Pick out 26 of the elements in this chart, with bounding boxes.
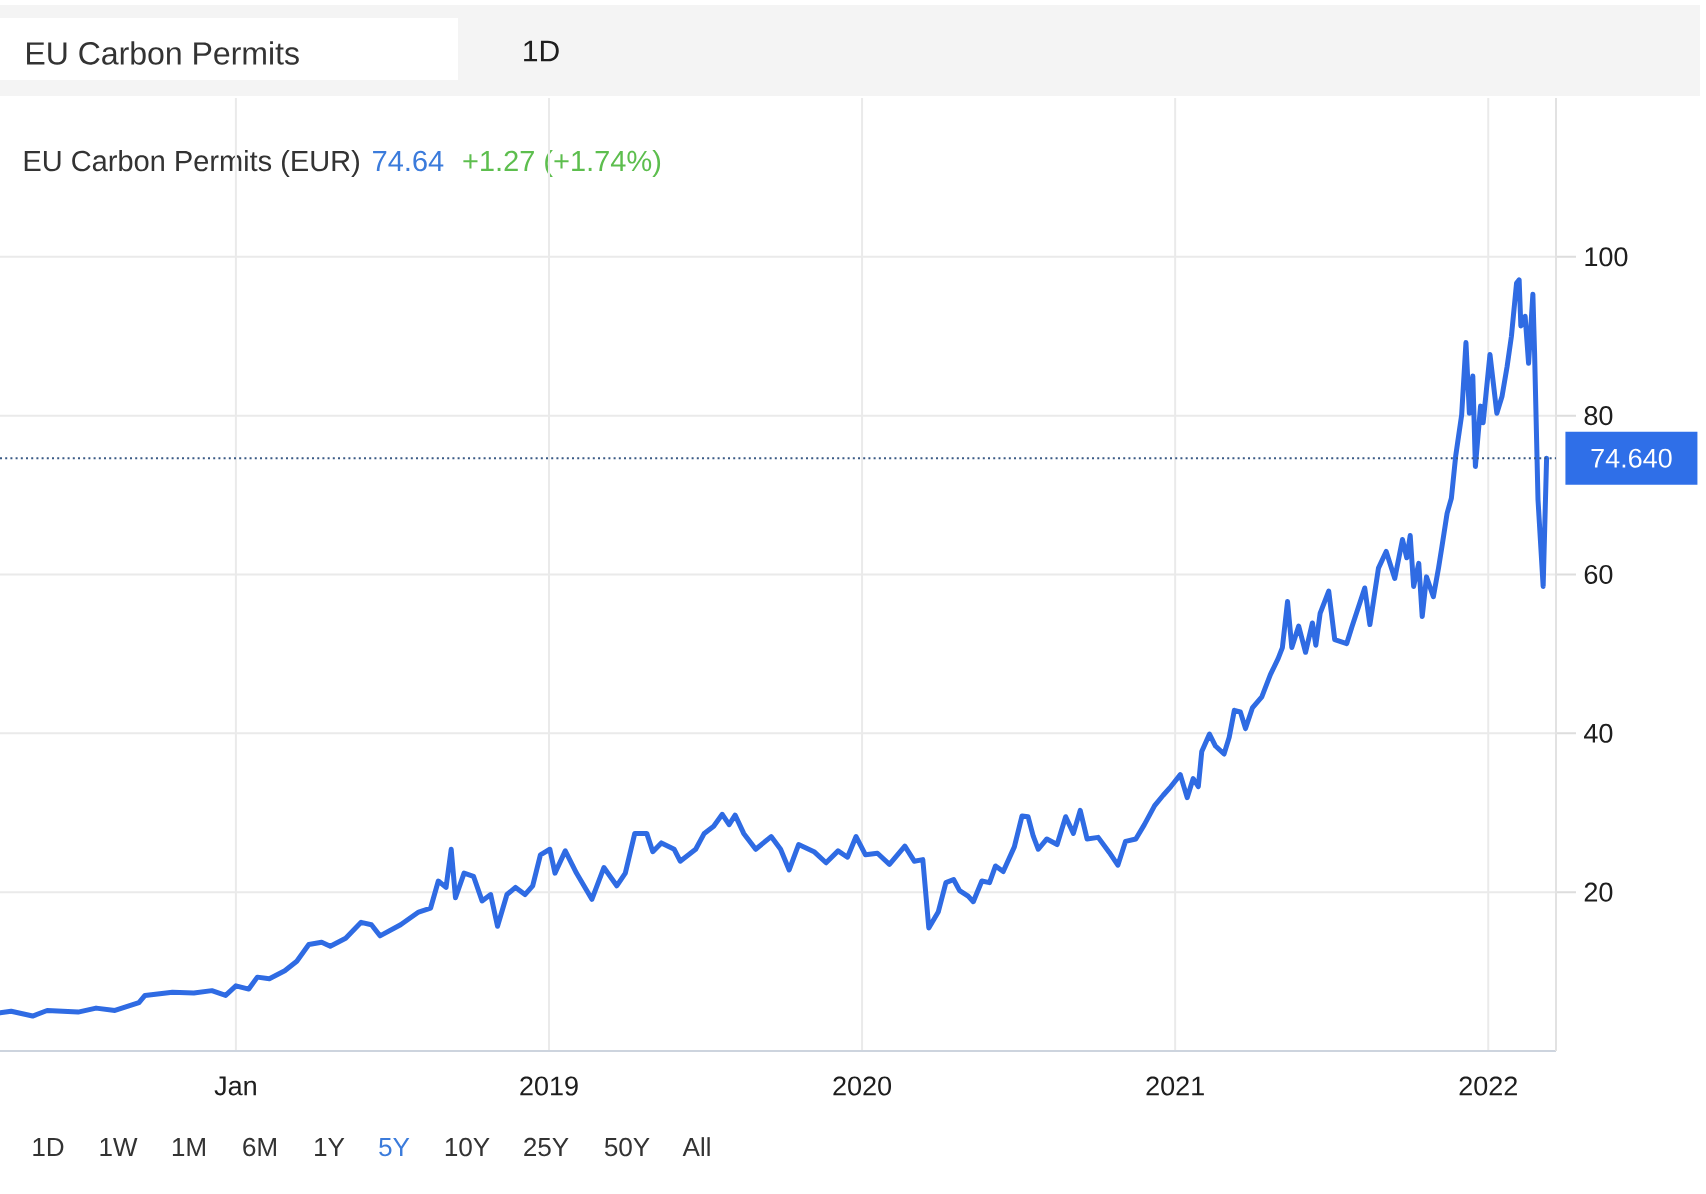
y-tick-label: 60 xyxy=(1584,564,1613,585)
text: 5Y xyxy=(379,1138,410,1157)
text: 50Y xyxy=(604,1137,650,1157)
y-tick-label: 80 xyxy=(1584,406,1613,426)
text: 6M xyxy=(243,1137,276,1157)
annotation: +1.27 (+1.74%) xyxy=(463,149,661,178)
text: EU Carbon Permits (EUR) xyxy=(24,149,359,178)
text: 1W xyxy=(100,1138,138,1156)
text: 1Y xyxy=(315,1138,345,1156)
ref-line-label: 74.640 xyxy=(1591,448,1672,468)
chart-title: EU Carbon Permits xyxy=(27,41,299,65)
x-tick-label: 2021 xyxy=(1146,1076,1204,1096)
text: 25Y xyxy=(524,1137,569,1157)
y-tick-label: 20 xyxy=(1584,882,1613,902)
y-tick-label: 100 xyxy=(1585,247,1628,267)
text: 10Y xyxy=(445,1137,490,1157)
x-tick-label: Jan xyxy=(214,1076,256,1096)
text: 1M xyxy=(172,1138,205,1156)
x-tick-label: 2022 xyxy=(1459,1076,1517,1096)
text: 1D xyxy=(33,1138,64,1156)
text: All xyxy=(682,1137,710,1156)
x-tick-label: 2019 xyxy=(520,1076,578,1096)
y-tick-label: 40 xyxy=(1584,723,1613,743)
text: 1D xyxy=(524,40,559,62)
annotation: 74.64 xyxy=(373,150,444,172)
x-tick-label: 2020 xyxy=(833,1076,892,1096)
